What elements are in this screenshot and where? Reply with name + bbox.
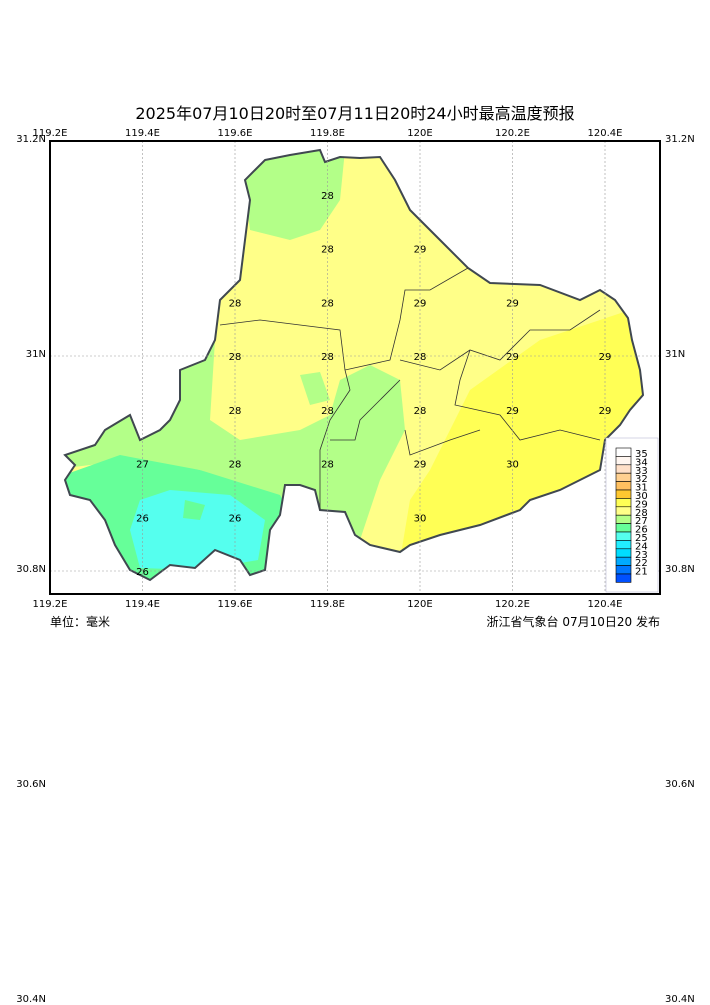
lat-tick-label: 30.8N (665, 564, 695, 575)
temperature-value: 29 (506, 406, 519, 417)
temperature-value: 28 (229, 460, 242, 471)
map-frame (49, 140, 661, 595)
lat-tick-label: 30.8N (16, 564, 46, 575)
temperature-value: 29 (414, 460, 427, 471)
lon-tick-label: 120E (407, 599, 433, 610)
lon-tick-label: 119.4E (125, 599, 160, 610)
temperature-value: 29 (599, 352, 612, 363)
temperature-value: 28 (229, 352, 242, 363)
legend-swatch (615, 556, 632, 566)
legend-swatch (615, 489, 632, 499)
lon-tick-label: 120.4E (587, 128, 623, 139)
map-title: 2025年07月10日20时至07月11日20时24小时最高温度预报 (135, 104, 575, 123)
temperature-value: 30 (506, 460, 519, 471)
lon-tick-label: 119.2E (32, 128, 68, 139)
forecast-map: 2025年07月10日20时至07月11日20时24小时最高温度预报 35 34 3… (16, 104, 695, 1005)
temperature-value: 28 (321, 298, 334, 309)
temperature-value: 29 (506, 298, 519, 309)
legend-swatch (615, 548, 632, 558)
legend-swatch (615, 531, 632, 541)
lon-tick-label: 120.2E (495, 128, 530, 139)
issuer-label: 浙江省气象台 07月10日20 发布 (486, 615, 660, 629)
lon-tick-label: 120.4E (587, 599, 623, 610)
lat-tick-label: 30.6N (16, 779, 46, 790)
legend-label: 34 (635, 457, 648, 468)
temp-zone-27-north (240, 150, 345, 240)
legend-swatch (615, 464, 632, 474)
lat-tick-label: 30.4N (665, 994, 695, 1005)
temperature-value: 29 (414, 298, 427, 309)
temperature-value: 27 (136, 460, 149, 471)
legend-label: 33 (635, 466, 648, 477)
legend-swatch (615, 456, 632, 466)
legend-swatch (615, 498, 632, 508)
legend-label: 21 (635, 567, 648, 578)
temp-zone-26-patch (183, 500, 205, 520)
temperature-value: 28 (414, 406, 427, 417)
legend-swatch (615, 540, 632, 550)
legend-label: 25 (635, 533, 648, 544)
legend-swatch (615, 573, 632, 583)
lon-tick-label: 120E (407, 128, 433, 139)
lon-tick-label: 119.8E (310, 599, 345, 610)
temperature-value: 28 (229, 406, 242, 417)
legend-label: 23 (635, 550, 648, 561)
lat-tick-label: 31N (25, 349, 46, 360)
temperature-value: 28 (321, 460, 334, 471)
lon-tick-label: 119.6E (217, 599, 253, 610)
lat-tick-label: 30.6N (665, 779, 695, 790)
temperature-value: 28 (321, 245, 334, 256)
temperature-value: 29 (506, 352, 519, 363)
legend-label: 26 (635, 525, 648, 536)
legend-label: 28 (635, 508, 648, 519)
county-boundaries (219, 267, 601, 510)
temperature-value: 28 (321, 352, 334, 363)
lon-tick-label: 119.4E (125, 128, 160, 139)
lon-tick-label: 119.8E (310, 128, 345, 139)
temperature-value: 30 (414, 513, 427, 524)
temp-zone-27-patch (300, 372, 330, 405)
legend-swatch (615, 472, 632, 482)
legend-label: 27 (635, 516, 648, 527)
legend-label: 35 (635, 449, 648, 460)
lat-tick-label: 31.2N (665, 134, 695, 145)
legend-swatch (615, 481, 632, 491)
legend-swatch (615, 523, 632, 533)
temperature-value: 26 (136, 513, 149, 524)
legend-label: 30 (635, 491, 648, 502)
lat-tick-label: 30.4N (16, 994, 46, 1005)
legend-label: 32 (635, 474, 648, 485)
legend-label: 24 (635, 541, 648, 552)
graticule (50, 141, 660, 594)
temperature-value: 26 (229, 513, 242, 524)
legend-label: 29 (635, 499, 648, 510)
temperature-value: 28 (229, 298, 242, 309)
legend-swatch (615, 514, 632, 524)
legend-label: 22 (635, 558, 648, 569)
temperature-value: 29 (599, 406, 612, 417)
temperature-value: 29 (414, 245, 427, 256)
lon-tick-label: 119.2E (32, 599, 68, 610)
lat-tick-label: 31N (665, 349, 686, 360)
temperature-value: 26 (136, 567, 149, 578)
temp-zone-25 (130, 490, 265, 570)
lon-tick-label: 120.2E (495, 599, 530, 610)
temperature-value: 28 (414, 352, 427, 363)
temperature-value: 28 (321, 191, 334, 202)
legend-swatch (615, 565, 632, 575)
temperature-value: 28 (321, 406, 334, 417)
lat-tick-label: 31.2N (16, 134, 46, 145)
legend-swatch (615, 447, 632, 457)
unit-label: 单位：毫米 (50, 615, 111, 629)
lon-tick-label: 119.6E (217, 128, 253, 139)
legend-swatch (615, 506, 632, 516)
legend-label: 31 (635, 483, 648, 494)
station-values: 28 28 29 28 28 29 29 28 28 28 29 29 28 28 28 29 29 27 28 28… (136, 191, 611, 578)
